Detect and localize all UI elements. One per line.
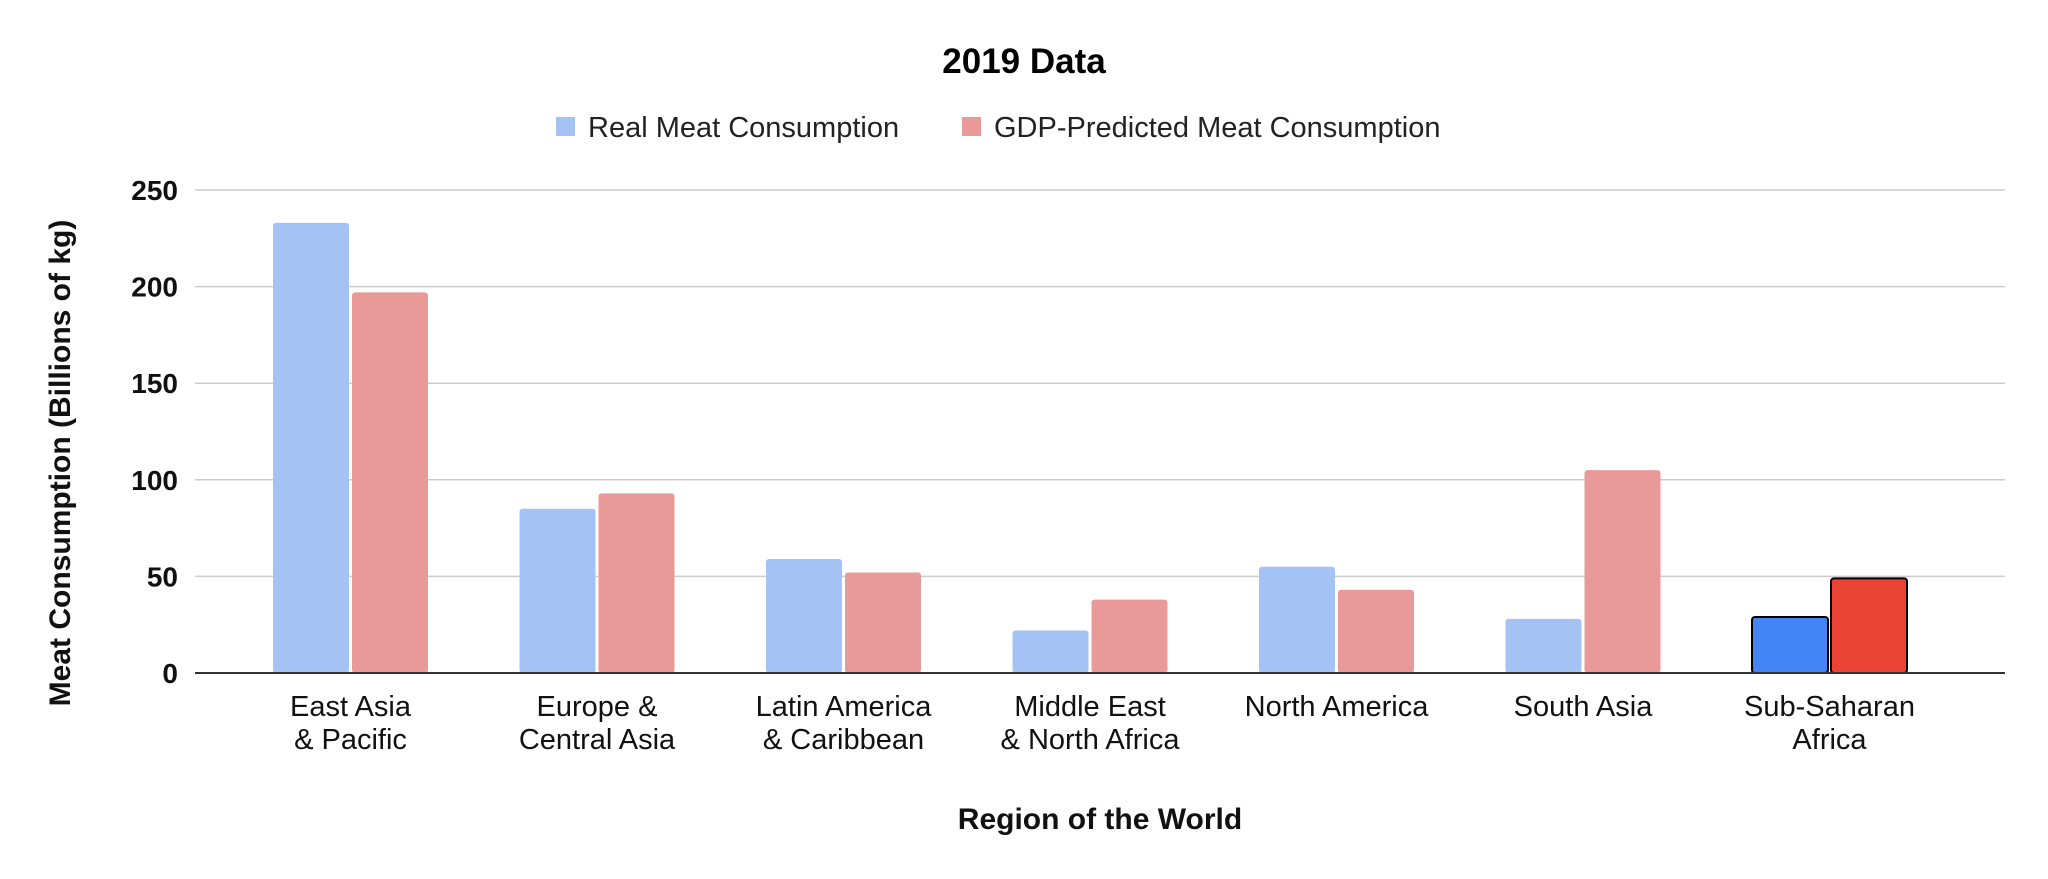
bar-predicted [598,493,675,673]
legend-label-predicted: GDP-Predicted Meat Consumption [994,112,1440,144]
x-category-label: Sub-Saharan [1744,691,1915,723]
y-tick-label: 0 [162,658,178,689]
bar-predicted [1584,470,1661,673]
legend-label-real: Real Meat Consumption [588,112,899,144]
bar-real [1751,615,1829,674]
x-category-label: Latin America [756,691,933,723]
x-axis-title: Region of the World [958,803,1242,836]
bars [273,222,1908,674]
x-category-label: North America [1245,691,1430,723]
bar-real [766,559,842,673]
y-tick-label: 150 [131,368,178,399]
y-tick-label: 250 [131,175,178,206]
legend: Real Meat Consumption GDP-Predicted Meat… [556,112,1440,144]
bar-real [1012,630,1089,673]
x-category-label: & Caribbean [763,724,924,756]
x-category-label: & North Africa [1001,724,1181,756]
bar-real [1505,618,1582,673]
bar-real [273,222,349,673]
y-tick-label: 100 [131,465,178,496]
x-category-label: Middle East [1014,691,1166,723]
bar-real [519,508,596,673]
x-axis-categories: East Asia& Pacific Europe &Central Asia La… [290,691,1915,756]
legend-swatch-predicted [962,117,981,136]
y-axis-title: Meat Consumption (Billions of kg) [44,220,77,707]
chart-title: 2019 Data [942,42,1106,81]
bar-predicted [845,572,921,673]
x-category-label: East Asia [290,691,412,723]
y-tick-label: 200 [131,272,178,303]
gridlines [195,189,2005,578]
bar-predicted [1091,599,1168,673]
x-category-label: Central Asia [519,724,676,756]
x-category-label: & Pacific [294,724,407,756]
y-tick-label: 50 [147,561,178,592]
bar-predicted [1338,589,1414,673]
legend-swatch-real [556,117,575,136]
x-category-label: Africa [1792,724,1867,756]
bar-real [1259,566,1335,673]
bar-predicted [352,292,428,673]
y-axis-ticks: 0 50 100 150 200 250 [131,175,178,689]
x-category-label: Europe & [537,691,658,723]
x-category-label: South Asia [1514,691,1654,723]
bar-predicted [1830,577,1908,674]
